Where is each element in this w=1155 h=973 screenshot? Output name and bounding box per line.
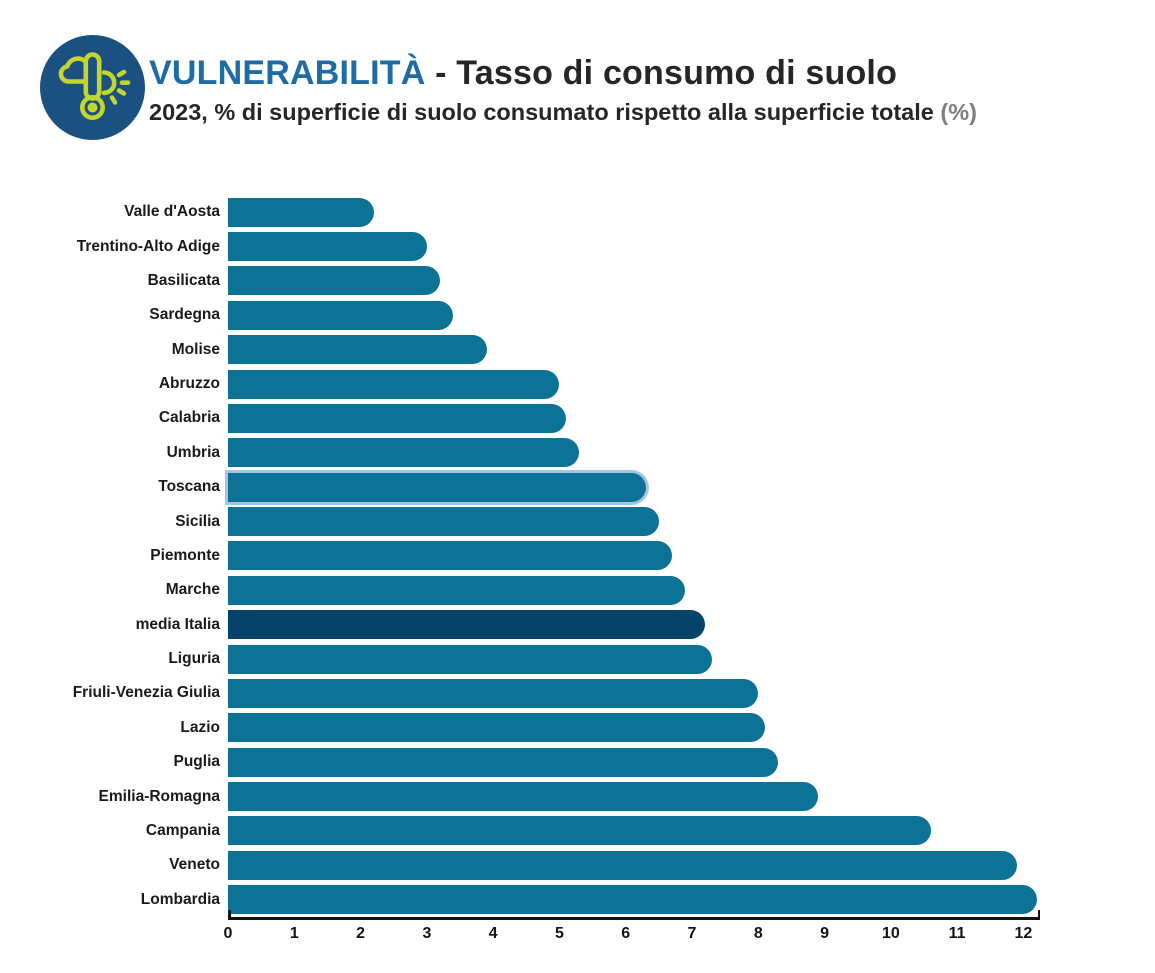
category-label: Molise	[171, 340, 220, 358]
category-label: Toscana	[158, 478, 220, 496]
category-label: Marche	[165, 581, 220, 599]
title-block: VULNERABILITÀ - Tasso di consumo di suol…	[149, 35, 977, 126]
bar-abruzzo[interactable]	[228, 369, 560, 399]
bar-veneto[interactable]	[228, 850, 1017, 880]
category-label: Campania	[145, 821, 220, 839]
category-label: Valle d'Aosta	[124, 203, 220, 221]
title-keyword: VULNERABILITÀ	[149, 54, 426, 92]
chart-row: Toscana	[0, 470, 1155, 504]
bar-basilicata[interactable]	[228, 266, 441, 296]
chart-row: Calabria	[0, 401, 1155, 435]
bar-liguria[interactable]	[228, 644, 712, 674]
chart-row: Molise	[0, 333, 1155, 367]
bar-puglia[interactable]	[228, 747, 779, 777]
chart-row: Basilicata	[0, 264, 1155, 298]
bar-piemonte[interactable]	[228, 541, 673, 571]
bar-lombardia[interactable]	[228, 885, 1037, 915]
x-axis-tick-label: 2	[356, 924, 366, 942]
chart-row: Lazio	[0, 711, 1155, 745]
bar-emilia-romagna[interactable]	[228, 782, 818, 812]
chart-row: Abruzzo	[0, 367, 1155, 401]
x-axis-tick-label: 9	[820, 924, 830, 942]
x-axis-tick-label: 1	[289, 924, 299, 942]
chart-row: Friuli-Venezia Giulia	[0, 676, 1155, 710]
category-label: Liguria	[168, 650, 220, 668]
x-axis-tick-label: 12	[1014, 924, 1033, 942]
category-label: Veneto	[169, 856, 220, 874]
category-label: Basilicata	[147, 271, 220, 289]
chart-row: Sardegna	[0, 298, 1155, 332]
chart-row: Piemonte	[0, 539, 1155, 573]
category-label: Trentino-Alto Adige	[76, 237, 220, 255]
bar-chart: Valle d'Aosta Trentino-Alto Adige Basilica…	[0, 195, 1155, 917]
bar-umbria[interactable]	[228, 438, 580, 468]
x-axis-tick-label: 11	[948, 924, 966, 942]
category-label: Emilia-Romagna	[98, 787, 220, 805]
category-label: Lazio	[180, 718, 220, 736]
chart-row: Valle d'Aosta	[0, 195, 1155, 229]
bar-friuli-venezia-giulia[interactable]	[228, 678, 759, 708]
bar-toscana[interactable]	[228, 472, 646, 502]
x-axis: 0 1 2 3 4 5 6 7 8 9 10 11 12	[224, 911, 1040, 944]
category-label: Abruzzo	[158, 375, 220, 393]
chart-row: Trentino-Alto Adige	[0, 229, 1155, 263]
chart-rows: Valle d'Aosta Trentino-Alto Adige Basilica…	[0, 195, 1155, 917]
bar-sardegna[interactable]	[228, 300, 454, 330]
x-axis-line	[228, 911, 1040, 920]
climate-thermometer-icon	[40, 35, 145, 140]
category-label: Sardegna	[149, 306, 220, 324]
bar-sicilia[interactable]	[228, 507, 659, 537]
category-label: Umbria	[166, 443, 220, 461]
bar-valle-d-aosta[interactable]	[228, 197, 374, 227]
bar-marche[interactable]	[228, 575, 686, 605]
x-axis-tick-label: 4	[488, 924, 498, 942]
bar-molise[interactable]	[228, 335, 487, 365]
header: VULNERABILITÀ - Tasso di consumo di suol…	[40, 35, 977, 140]
x-axis-tick-label: 7	[687, 924, 697, 942]
chart-row: Campania	[0, 814, 1155, 848]
bar-calabria[interactable]	[228, 403, 567, 433]
subtitle-text: 2023, % di superficie di suolo consumato…	[149, 99, 941, 126]
bar-campania[interactable]	[228, 816, 931, 846]
x-axis-tick-label: 6	[621, 924, 631, 942]
x-axis-tick-labels: 0 1 2 3 4 5 6 7 8 9 10 11 12	[224, 920, 1040, 944]
chart-row: Emilia-Romagna	[0, 779, 1155, 813]
bar-media-italia[interactable]	[228, 610, 706, 640]
chart-row: Veneto	[0, 848, 1155, 882]
category-label: Calabria	[158, 409, 220, 427]
chart-row: Puglia	[0, 745, 1155, 779]
bar-trentino-alto-adige[interactable]	[228, 232, 427, 262]
x-axis-tick-label: 10	[881, 924, 900, 942]
x-axis-tick-label: 5	[554, 924, 564, 942]
chart-row: Umbria	[0, 436, 1155, 470]
chart-row: Sicilia	[0, 504, 1155, 538]
category-label: media Italia	[135, 615, 220, 633]
bar-lazio[interactable]	[228, 713, 765, 743]
page-title: VULNERABILITÀ - Tasso di consumo di suol…	[149, 54, 977, 92]
page-subtitle: 2023, % di superficie di suolo consumato…	[149, 99, 977, 126]
title-rest: - Tasso di consumo di suolo	[425, 54, 898, 92]
subtitle-unit: (%)	[940, 99, 977, 126]
category-label: Piemonte	[150, 546, 220, 564]
x-axis-tick-label: 8	[753, 924, 763, 942]
x-axis-tick-label: 3	[422, 924, 432, 942]
category-label: Lombardia	[140, 890, 220, 908]
category-label: Puglia	[173, 753, 220, 771]
chart-row: Liguria	[0, 642, 1155, 676]
category-label: Friuli-Venezia Giulia	[72, 684, 220, 702]
category-label: Sicilia	[175, 512, 220, 530]
chart-row: Lombardia	[0, 883, 1155, 917]
chart-row: Marche	[0, 573, 1155, 607]
x-axis-tick-label: 0	[223, 924, 233, 942]
chart-row: media Italia	[0, 608, 1155, 642]
